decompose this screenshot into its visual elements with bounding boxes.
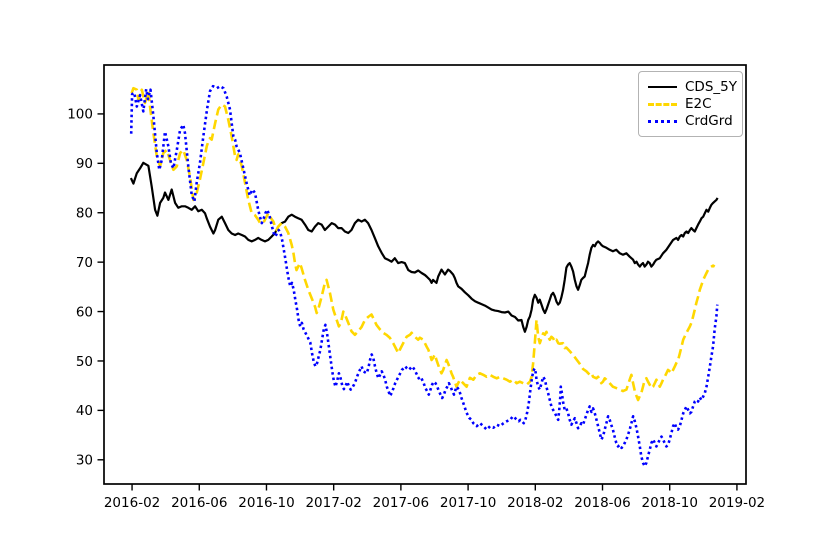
legend-label-cds5y: CDS_5Y xyxy=(685,79,737,95)
x-axis-tick-label: 2017-06 xyxy=(373,495,429,511)
y-axis-tick-label: 50 xyxy=(76,354,93,370)
y-axis-tick-label: 60 xyxy=(76,304,93,320)
y-axis-tick-label: 70 xyxy=(76,255,93,271)
legend-entry-e2c: E2C xyxy=(648,96,733,112)
legend-label-e2c: E2C xyxy=(685,96,712,112)
legend-line-sample-dotted xyxy=(648,119,677,123)
x-axis-tick-label: 2018-02 xyxy=(507,495,563,511)
legend-line-sample-solid xyxy=(648,86,677,88)
series-line-cds_5y xyxy=(129,161,719,333)
y-axis-tick-label: 80 xyxy=(76,206,93,222)
x-axis-tick-label: 2016-10 xyxy=(238,495,294,511)
legend-entry-cds5y: CDS_5Y xyxy=(648,79,737,95)
x-axis-tick-label: 2018-06 xyxy=(574,495,630,511)
legend: CDS_5Y E2C CrdGrd xyxy=(638,71,743,137)
y-axis-tick-label: 40 xyxy=(76,403,93,419)
y-axis-tick-label: 30 xyxy=(76,453,93,469)
legend-line-sample-dashed xyxy=(648,102,677,106)
axes-spine-box xyxy=(103,64,747,485)
x-axis-tick-label: 2017-02 xyxy=(305,495,361,511)
x-axis-tick-label: 2019-02 xyxy=(709,495,765,511)
series-line-e2c xyxy=(130,86,716,402)
y-axis-tick-label: 90 xyxy=(76,156,93,172)
legend-label-crdgrd: CrdGrd xyxy=(685,113,733,129)
x-axis-tick-label: 2016-06 xyxy=(171,495,227,511)
y-axis-tick-label: 100 xyxy=(67,107,93,123)
legend-entry-crdgrd: CrdGrd xyxy=(648,113,733,129)
series-line-crdgrd xyxy=(129,84,719,468)
x-axis-tick-label: 2016-02 xyxy=(104,495,160,511)
x-axis-tick-label: 2018-10 xyxy=(642,495,698,511)
x-axis-tick-label: 2017-10 xyxy=(440,495,496,511)
